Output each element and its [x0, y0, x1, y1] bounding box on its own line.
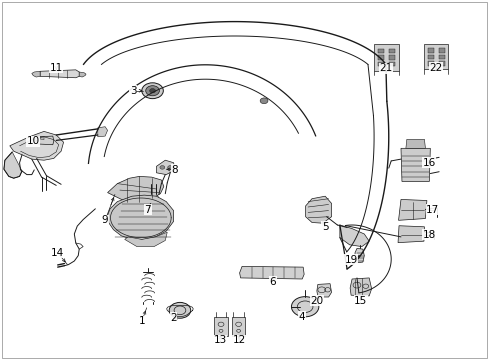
Polygon shape — [239, 266, 304, 279]
Polygon shape — [398, 199, 426, 220]
Polygon shape — [156, 160, 175, 175]
Text: 19: 19 — [344, 255, 357, 265]
Polygon shape — [38, 136, 54, 145]
Polygon shape — [388, 62, 394, 66]
Polygon shape — [378, 62, 384, 66]
Polygon shape — [214, 317, 227, 336]
Text: 17: 17 — [425, 204, 439, 215]
Circle shape — [169, 302, 190, 318]
Text: 22: 22 — [428, 63, 442, 73]
Polygon shape — [10, 131, 63, 160]
Text: 8: 8 — [171, 165, 178, 175]
Polygon shape — [388, 49, 394, 53]
Polygon shape — [438, 61, 444, 66]
Text: 12: 12 — [232, 335, 246, 345]
Polygon shape — [305, 196, 331, 223]
Text: 5: 5 — [321, 222, 328, 232]
Circle shape — [160, 166, 164, 169]
Text: 13: 13 — [213, 335, 226, 345]
Polygon shape — [107, 176, 163, 202]
Polygon shape — [4, 152, 22, 178]
Text: 6: 6 — [269, 276, 276, 287]
Polygon shape — [400, 148, 429, 181]
Polygon shape — [124, 232, 167, 247]
Polygon shape — [354, 248, 364, 263]
Polygon shape — [40, 137, 44, 140]
Text: 11: 11 — [49, 63, 63, 73]
Text: 4: 4 — [298, 312, 305, 322]
Polygon shape — [98, 127, 107, 137]
Polygon shape — [378, 49, 384, 53]
Text: 10: 10 — [27, 136, 40, 146]
Text: 20: 20 — [310, 296, 323, 306]
Text: 16: 16 — [422, 158, 435, 168]
Polygon shape — [378, 55, 384, 60]
Polygon shape — [144, 198, 157, 204]
Polygon shape — [349, 278, 371, 296]
Text: 1: 1 — [138, 316, 145, 326]
Polygon shape — [339, 225, 368, 247]
Polygon shape — [438, 55, 444, 59]
Text: 7: 7 — [144, 204, 151, 215]
Polygon shape — [438, 48, 444, 53]
Polygon shape — [405, 139, 425, 148]
Text: 21: 21 — [379, 63, 392, 73]
Circle shape — [149, 89, 155, 93]
Polygon shape — [40, 70, 79, 78]
Polygon shape — [32, 71, 40, 77]
Polygon shape — [424, 44, 447, 69]
Text: 15: 15 — [353, 296, 367, 306]
Polygon shape — [79, 72, 86, 77]
Text: 14: 14 — [51, 248, 64, 258]
Polygon shape — [316, 284, 331, 297]
Circle shape — [260, 98, 267, 104]
Text: 3: 3 — [129, 86, 136, 96]
Circle shape — [142, 83, 163, 99]
Circle shape — [291, 297, 318, 317]
Polygon shape — [427, 48, 433, 53]
Circle shape — [167, 166, 172, 169]
Polygon shape — [427, 61, 433, 66]
Polygon shape — [144, 194, 159, 200]
Text: 2: 2 — [170, 312, 177, 323]
Polygon shape — [231, 317, 245, 336]
Text: 9: 9 — [102, 215, 108, 225]
Text: 18: 18 — [422, 230, 435, 240]
Polygon shape — [373, 44, 398, 71]
Polygon shape — [388, 55, 394, 60]
Circle shape — [145, 86, 159, 96]
Polygon shape — [107, 195, 173, 239]
Polygon shape — [427, 55, 433, 59]
Polygon shape — [397, 226, 424, 243]
